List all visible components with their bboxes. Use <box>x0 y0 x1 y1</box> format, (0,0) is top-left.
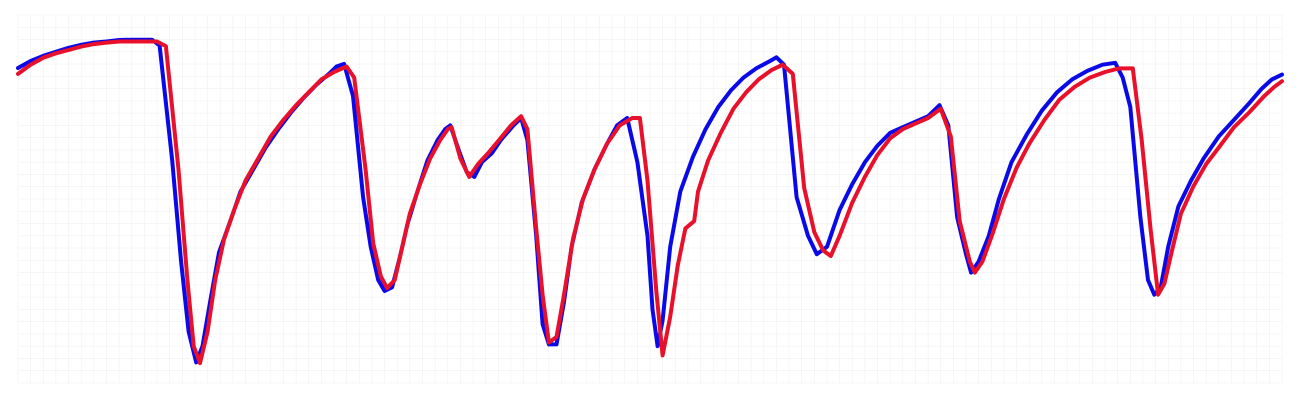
series-layer <box>16 37 1284 366</box>
series-line-2 <box>16 39 1284 366</box>
